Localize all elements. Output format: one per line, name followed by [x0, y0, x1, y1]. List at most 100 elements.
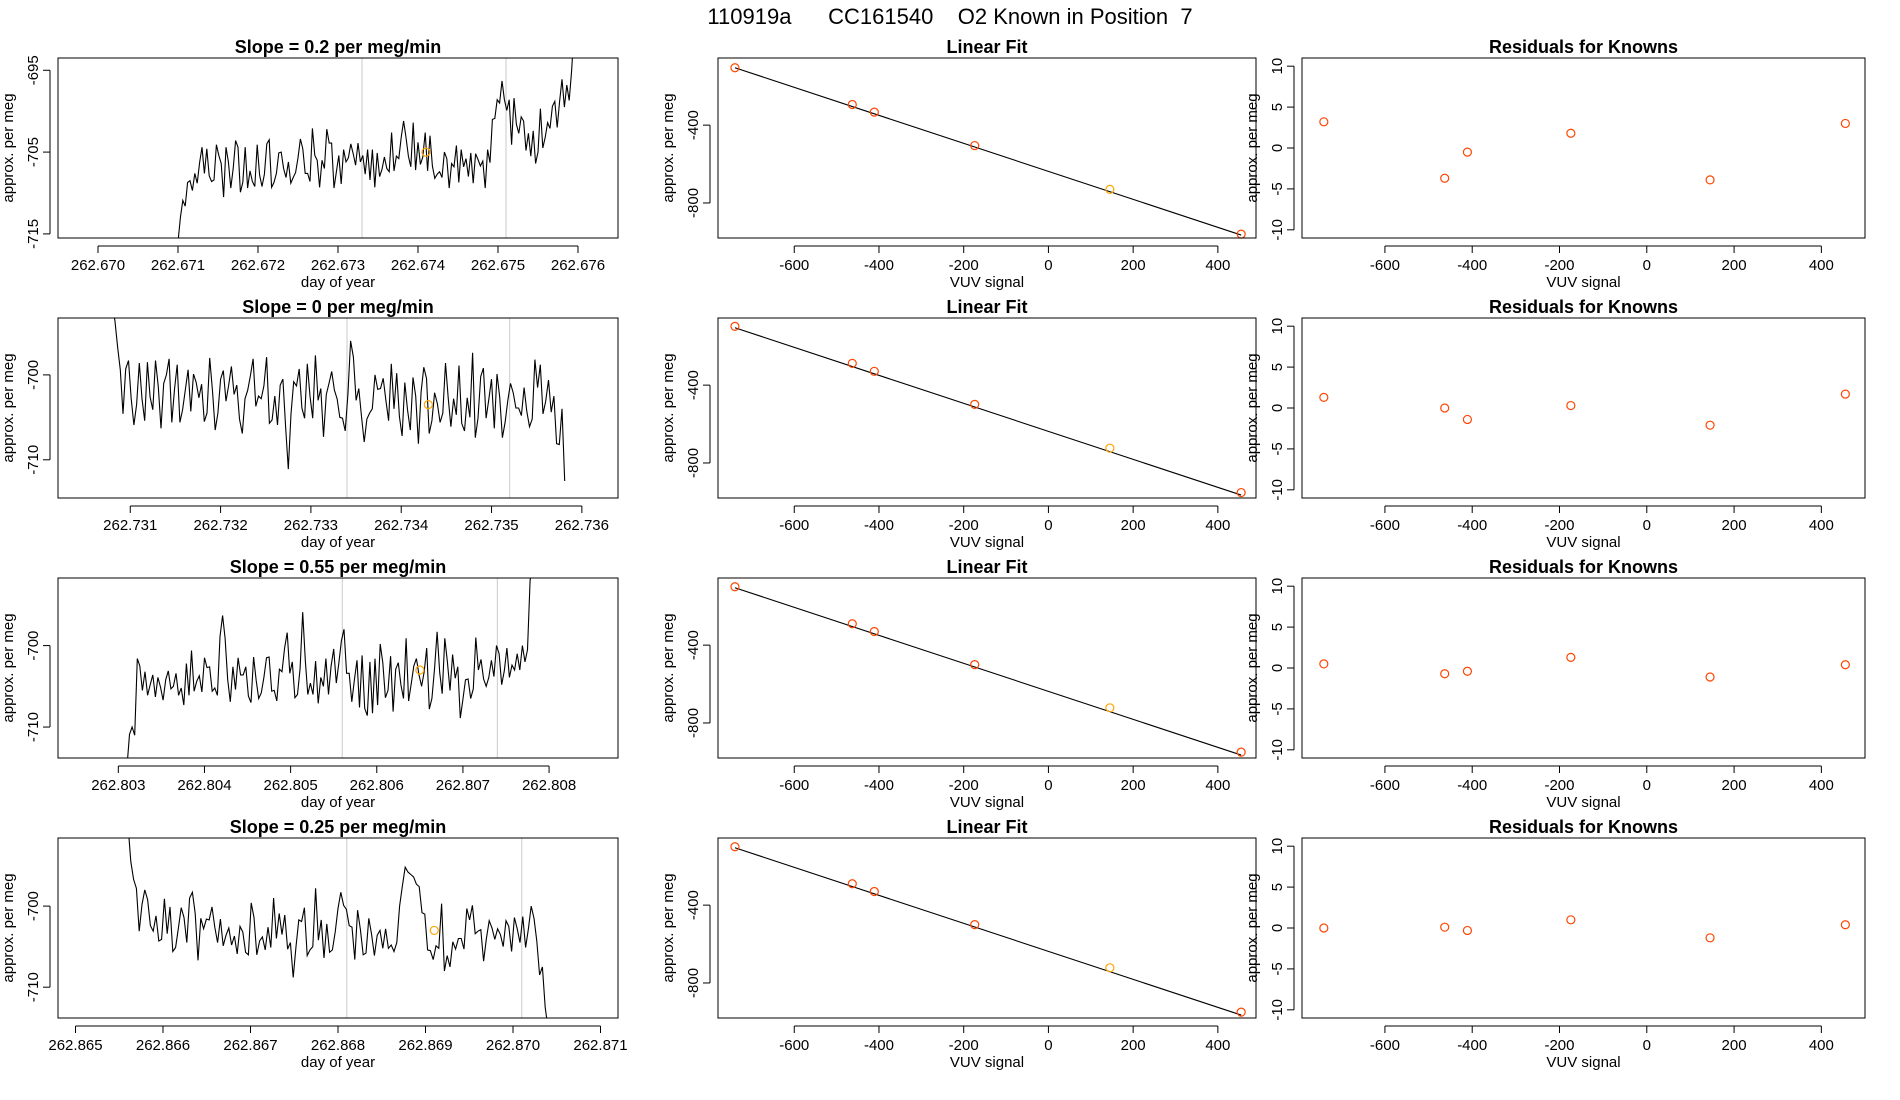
data-point: [1462, 666, 1473, 676]
x-tick-label: 262.671: [151, 257, 205, 274]
x-tick-label: 262.735: [464, 517, 518, 534]
data-point: [1462, 147, 1473, 157]
data-point: [1440, 922, 1450, 932]
data-point: [869, 366, 879, 376]
data-point: [1566, 400, 1576, 411]
y-tick-label: -10: [1269, 739, 1286, 761]
data-point: [1440, 173, 1450, 183]
y-tick-label: -700: [25, 891, 42, 921]
x-axis-label: VUV signal: [950, 1054, 1024, 1071]
panel-residuals-row-1: Residuals for Knowns -600 -400 -200 0 200 400 V…: [1244, 37, 1866, 291]
panel-timeseries-row-1: Slope = 0.2 per meg/min 262.670 262.671 262…: [0, 37, 619, 291]
data-point: [1105, 703, 1115, 713]
panel-title: Linear Fit: [946, 817, 1027, 837]
unknown-marker: [429, 925, 439, 936]
x-tick-label: -200: [949, 1037, 979, 1054]
x-tick-label: 262.865: [48, 1037, 102, 1054]
plot-frame: [57, 577, 619, 759]
plot-frame: [1301, 317, 1866, 499]
plot-frame: [717, 57, 1257, 239]
panel-linear-fit-row-3: Linear Fit -600 -400 -200 0 200 400 VUV signal -…: [660, 557, 1257, 811]
plot-frame: [57, 317, 619, 499]
panel-title: Linear Fit: [946, 37, 1027, 57]
data-point: [1462, 925, 1473, 936]
data-point: [1566, 915, 1576, 925]
x-tick-label: 262.675: [471, 257, 525, 274]
y-axis-label: approx. per meg: [660, 353, 677, 462]
plot-frame: [717, 577, 1257, 759]
x-tick-label: 200: [1722, 517, 1747, 534]
data-point: [1105, 443, 1115, 453]
data-point: [1236, 747, 1246, 757]
y-tick-label: 10: [1269, 58, 1286, 75]
data-point: [1840, 389, 1850, 399]
x-tick-label: 0: [1643, 1037, 1651, 1054]
y-tick-label: -400: [685, 370, 702, 400]
data-point: [970, 140, 980, 151]
fit-line: [734, 327, 1242, 496]
x-tick-label: -600: [1370, 517, 1400, 534]
x-tick-label: 0: [1643, 257, 1651, 274]
x-tick-label: 262.807: [436, 777, 490, 794]
x-tick-label: 262.731: [103, 517, 157, 534]
panel-title: Linear Fit: [946, 557, 1027, 577]
x-tick-label: -400: [1457, 257, 1487, 274]
unknown-marker: [423, 400, 433, 410]
x-axis-label: day of year: [301, 794, 375, 811]
data-point: [730, 582, 740, 592]
series-line: [113, 318, 566, 482]
data-point: [1319, 117, 1329, 127]
y-tick-label: -700: [25, 360, 42, 390]
data-point: [1319, 392, 1329, 402]
x-tick-label: -600: [779, 777, 809, 794]
x-axis-label: VUV signal: [950, 794, 1024, 811]
y-axis-label: approx. per meg: [0, 93, 17, 202]
x-tick-label: 262.870: [486, 1037, 540, 1054]
y-tick-label: 5: [1269, 623, 1286, 631]
y-axis-label: approx. per meg: [660, 93, 677, 202]
x-tick-label: 200: [1722, 777, 1747, 794]
y-tick-label: -800: [685, 968, 702, 998]
unknown-marker: [415, 665, 425, 675]
y-axis-label: approx. per meg: [0, 873, 17, 982]
data-point: [869, 626, 879, 637]
x-axis-label: VUV signal: [1546, 1054, 1620, 1071]
x-tick-label: 262.736: [555, 517, 609, 534]
x-tick-label: -400: [1457, 777, 1487, 794]
x-tick-label: -200: [949, 257, 979, 274]
x-tick-label: -200: [1544, 517, 1574, 534]
y-tick-label: -5: [1269, 962, 1286, 975]
y-tick-label: -710: [25, 712, 42, 742]
x-tick-label: 262.673: [311, 257, 365, 274]
y-tick-label: -710: [25, 445, 42, 475]
y-tick-label: -400: [685, 110, 702, 140]
x-tick-label: 262.670: [71, 257, 125, 274]
series-line: [128, 838, 548, 1018]
plot-frame: [717, 837, 1257, 1019]
x-tick-label: 262.803: [91, 777, 145, 794]
y-axis-label: approx. per meg: [1244, 613, 1261, 722]
panel-linear-fit-row-1: Linear Fit -600 -400 -200 0 200 400 VUV signal -…: [660, 37, 1257, 291]
y-tick-label: -800: [685, 708, 702, 738]
x-tick-label: 0: [1643, 777, 1651, 794]
fit-line: [734, 587, 1242, 756]
y-tick-label: -5: [1269, 442, 1286, 455]
y-tick-label: -5: [1269, 182, 1286, 195]
panel-title: Residuals for Knowns: [1489, 297, 1678, 317]
panel-title: Slope = 0.2 per meg/min: [235, 37, 442, 57]
x-tick-label: 200: [1121, 257, 1146, 274]
data-point: [869, 886, 879, 897]
x-tick-label: 0: [1643, 517, 1651, 534]
x-tick-label: -600: [779, 517, 809, 534]
x-tick-label: 262.805: [263, 777, 317, 794]
data-point: [730, 321, 740, 331]
x-tick-label: -400: [864, 777, 894, 794]
x-tick-label: 0: [1044, 1037, 1052, 1054]
x-tick-label: 262.676: [551, 257, 605, 274]
x-axis-label: VUV signal: [1546, 534, 1620, 551]
series-line: [127, 578, 532, 758]
y-tick-label: -800: [685, 188, 702, 218]
panel-residuals-row-4: Residuals for Knowns -600 -400 -200 0 200 400 V…: [1244, 817, 1866, 1071]
x-axis-label: day of year: [301, 1054, 375, 1071]
